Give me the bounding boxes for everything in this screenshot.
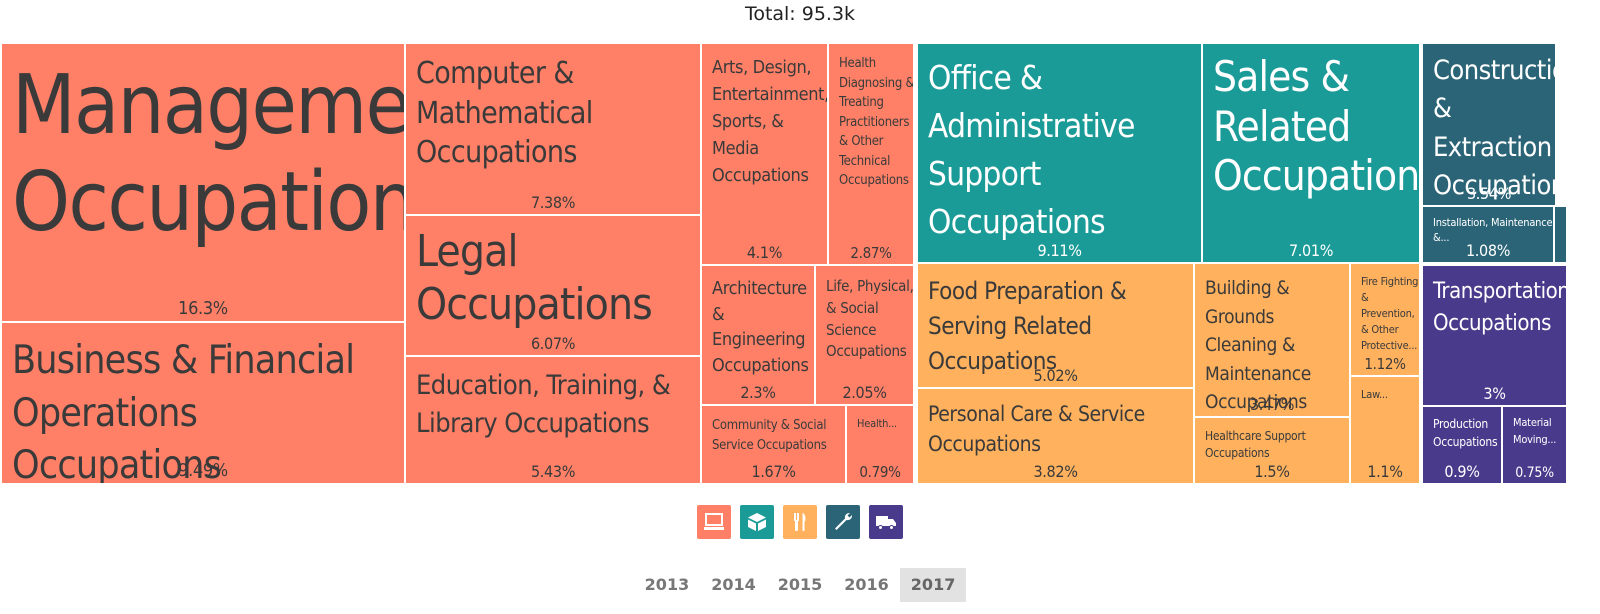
tile-education-training-library-occupations[interactable]: Education, Training, & Library Occupatio…: [406, 357, 702, 485]
tile-label: Life, Physical, & Social Science Occupat…: [826, 277, 914, 361]
tile-value: 0.79%: [859, 463, 901, 481]
tile-value: 7.01%: [1288, 241, 1334, 260]
tile-value: 3.47%: [1249, 395, 1295, 414]
legend-box-button[interactable]: [740, 505, 774, 539]
tile-label: Production Occupations: [1433, 417, 1498, 449]
tile-value: 1.12%: [1364, 355, 1406, 373]
tile-label: Transportation Occupations: [1433, 279, 1568, 336]
box-icon: [745, 510, 769, 534]
tile-computer-mathematical-occupations[interactable]: Computer & Mathematical Occupations 7.38%: [406, 44, 702, 216]
tile-value: 3.82%: [1033, 462, 1078, 481]
tile-label: Sales & Related Occupations: [1213, 52, 1421, 201]
wrench-icon: [831, 510, 855, 534]
tile-arts-design-entertainment-sports-media-occupations[interactable]: Arts, Design, Entertainment, Sports, & M…: [702, 44, 829, 266]
tile-personal-care-service-occupations[interactable]: Personal Care & Service Occupations 3.82%: [918, 389, 1195, 485]
tile-value: 2.3%: [740, 383, 776, 402]
legend-truck-button[interactable]: [869, 505, 903, 539]
tile-label: Architecture & Engineering Occupations: [712, 278, 809, 376]
year-tab-2016[interactable]: 2016: [844, 575, 889, 594]
tile-value: 9.49%: [178, 460, 228, 481]
tile-health[interactable]: Health... 0.79%: [847, 406, 915, 485]
tile-installation-maintenance[interactable]: Installation, Maintenance, &... 1.08%: [1423, 207, 1555, 264]
tile-label: Installation, Maintenance, &...: [1433, 216, 1555, 245]
tile-law[interactable]: Law... 1.1%: [1351, 377, 1421, 485]
tile-label: Health Diagnosing & Treating Practitione…: [839, 56, 915, 188]
tile-sales-related-occupations[interactable]: Sales & Related Occupations 7.01%: [1203, 44, 1421, 264]
legend-computer-button[interactable]: [697, 505, 731, 539]
truck-icon: [874, 510, 898, 534]
tile-value: 3.54%: [1466, 184, 1512, 203]
tile-community-social-service-occupations[interactable]: Community & Social Service Occupations 1.…: [702, 406, 847, 485]
tile-value: 5.43%: [530, 462, 576, 481]
tile-label: Management Occupations: [12, 58, 406, 250]
tile-label: Construction & Extraction Occupations: [1433, 55, 1555, 201]
tile-material-moving[interactable]: Material Moving... 0.75%: [1503, 407, 1568, 485]
year-tab-2017[interactable]: 2017: [899, 568, 967, 602]
tile-architecture-engineering-occupations[interactable]: Architecture & Engineering Occupations 2.…: [702, 266, 816, 406]
tile-label: Business & Financial Operations Occupati…: [12, 338, 355, 485]
tile-business-financial-operations-occupations[interactable]: Business & Financial Operations Occupati…: [2, 323, 406, 485]
tile-unlabeled-sliver[interactable]: [1555, 207, 1568, 264]
tile-building-grounds-cleaning-maintenance-occupations[interactable]: Building & Grounds Cleaning & Maintenanc…: [1195, 264, 1351, 418]
tile-label: Community & Social Service Occupations: [712, 418, 827, 453]
tile-management-occupations[interactable]: Management Occupations 16.3%: [2, 44, 406, 323]
tile-fire-fighting-prevention-other-protective[interactable]: Fire Fighting & Prevention, & Other Prot…: [1351, 264, 1421, 377]
tile-value: 1.67%: [751, 462, 796, 481]
tile-life-physical-social-science-occupations[interactable]: Life, Physical, & Social Science Occupat…: [816, 266, 915, 406]
year-selector: 2013 2014 2015 2016 2017: [0, 568, 1600, 602]
tile-value: 2.87%: [850, 244, 892, 262]
tile-value: 4.1%: [746, 243, 783, 262]
year-tab-2014[interactable]: 2014: [711, 575, 756, 594]
tile-construction-extraction-occupations[interactable]: Construction & Extraction Occupations3.5…: [1423, 44, 1557, 207]
tile-food-preparation-serving-related-occupations[interactable]: Food Preparation & Serving Related Occup…: [918, 264, 1195, 389]
tile-label: Material Moving...: [1513, 416, 1557, 446]
tile-label: Food Preparation & Serving Related Occup…: [928, 277, 1127, 375]
fork-knife-icon: [788, 510, 812, 534]
year-tab-2013[interactable]: 2013: [644, 575, 690, 594]
tile-value: 0.9%: [1444, 462, 1480, 481]
tile-label: Fire Fighting & Prevention, & Other Prot…: [1361, 275, 1419, 352]
tile-label: Personal Care & Service Occupations: [928, 402, 1145, 457]
legend-fork-knife-button[interactable]: [783, 505, 817, 539]
tile-transportation-occupations[interactable]: Transportation Occupations 3%: [1423, 266, 1568, 407]
year-tab-2015[interactable]: 2015: [777, 575, 823, 594]
tile-production-occupations[interactable]: Production Occupations 0.9%: [1423, 407, 1503, 485]
tile-value: 1.5%: [1254, 462, 1290, 481]
tile-value: 7.38%: [530, 193, 576, 212]
tile-label: Building & Grounds Cleaning & Maintenanc…: [1205, 277, 1311, 413]
category-legend: [0, 505, 1600, 539]
legend-wrench-button[interactable]: [826, 505, 860, 539]
tile-value: 1.08%: [1465, 241, 1511, 260]
tile-value: 16.3%: [178, 298, 228, 319]
tile-label: Healthcare Support Occupations: [1205, 429, 1306, 460]
tile-healthcare-support-occupations[interactable]: Healthcare Support Occupations 1.5%: [1195, 418, 1351, 485]
tile-label: Education, Training, & Library Occupatio…: [416, 370, 671, 440]
tile-legal-occupations[interactable]: Legal Occupations 6.07%: [406, 216, 702, 357]
total-label: Total: 95.3k: [744, 3, 856, 25]
tile-value: 1.1%: [1367, 462, 1403, 481]
computer-icon: [702, 510, 726, 534]
tile-value: 9.11%: [1037, 241, 1082, 260]
tile-label: Computer & Mathematical Occupations: [416, 56, 593, 171]
tile-label: Legal Occupations: [416, 226, 653, 330]
tile-label: Law...: [1361, 388, 1388, 401]
tile-health-diagnosing-treating-practitioners-other-technical-occupations[interactable]: Health Diagnosing & Treating Practitione…: [829, 44, 915, 266]
tile-label: Office & Administrative Support Occupati…: [928, 58, 1135, 241]
tile-value: 3%: [1483, 384, 1506, 403]
tile-value: 2.05%: [842, 383, 887, 402]
tile-label: Health...: [857, 417, 897, 430]
tile-value: 5.02%: [1033, 366, 1078, 385]
treemap: Management Occupations 16.3% Business & Fi…: [2, 44, 1600, 495]
tile-value: 6.07%: [530, 334, 576, 353]
tile-label: Arts, Design, Entertainment, Sports, & M…: [712, 57, 829, 186]
tile-office-administrative-support-occupations[interactable]: Office & Administrative Support Occupati…: [918, 44, 1203, 264]
tile-value: 0.75%: [1515, 465, 1554, 481]
